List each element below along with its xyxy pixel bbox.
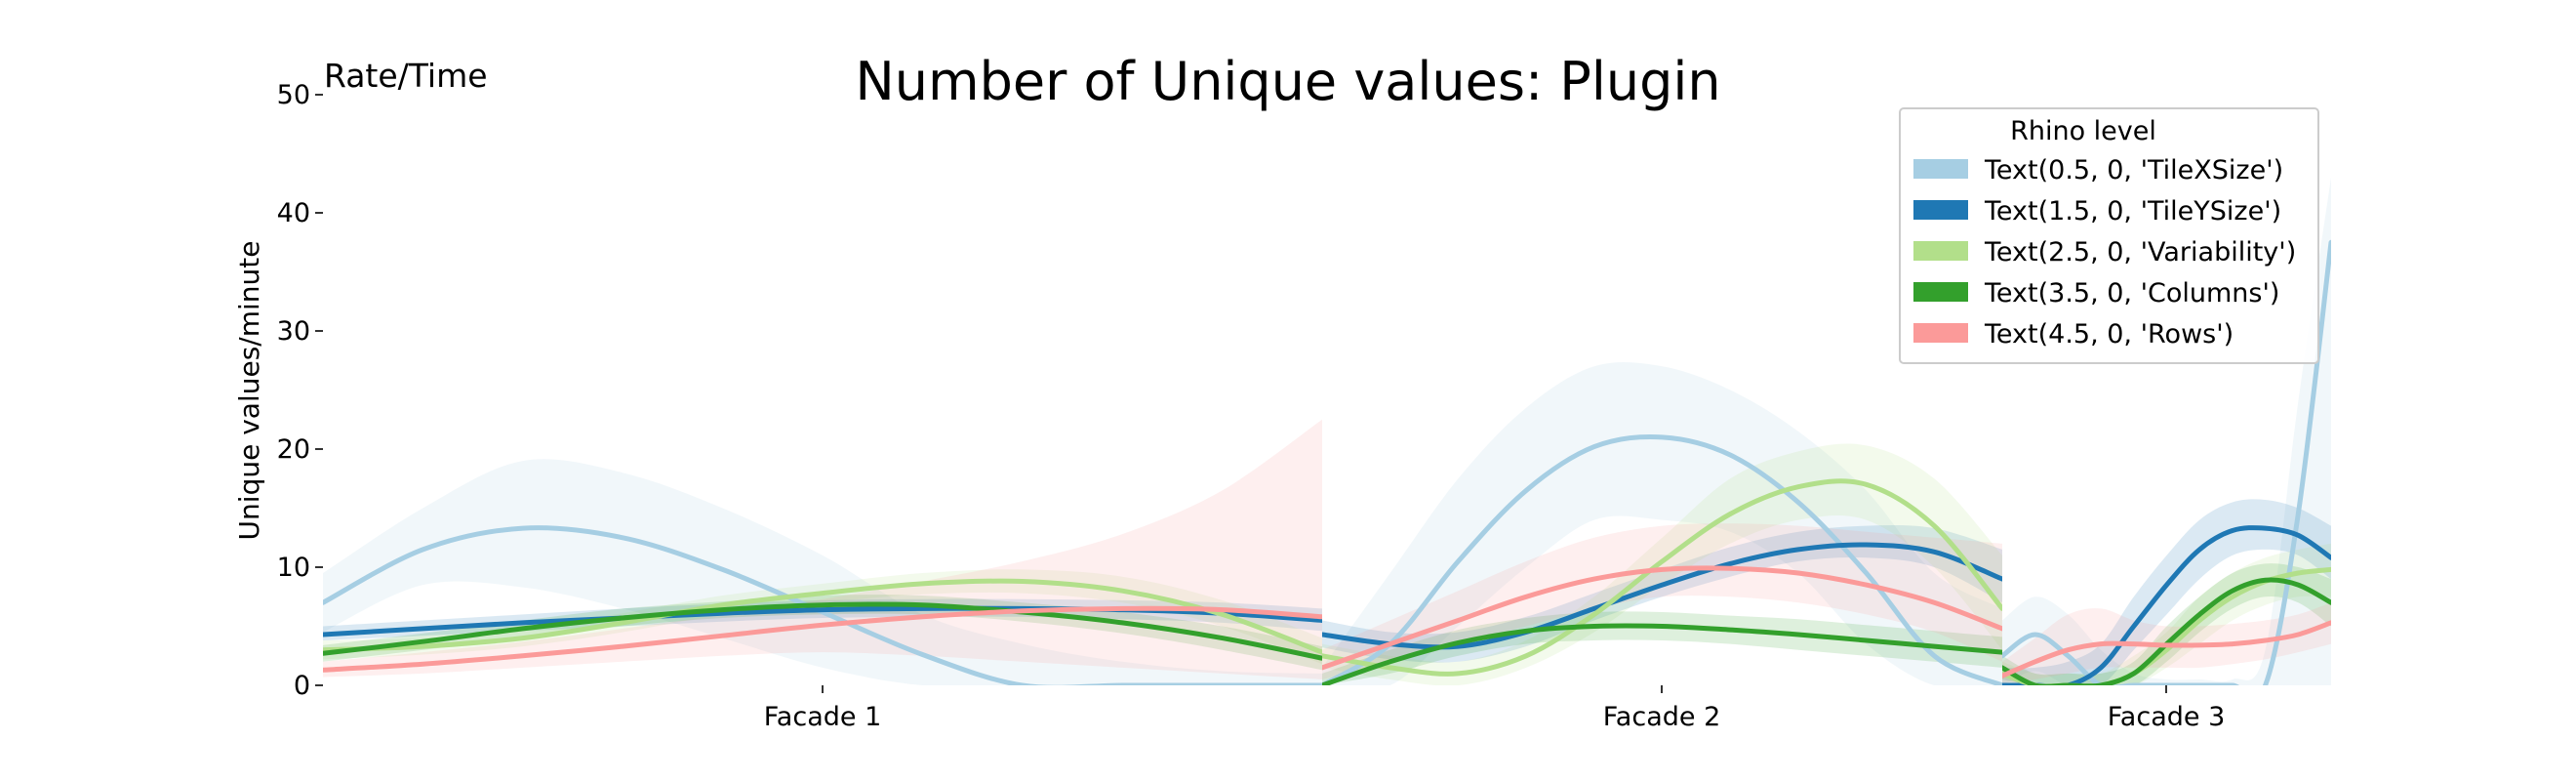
y-axis-label: Unique values/minute (233, 241, 265, 541)
legend-label: Text(4.5, 0, 'Rows') (1984, 319, 2234, 349)
line-series-3-facade-0 (323, 601, 1322, 661)
band-series-2-facade-0 (323, 569, 1322, 665)
x-tick-label: Facade 1 (764, 702, 882, 732)
band-series-1-facade-1 (1322, 525, 2002, 663)
legend-label: Text(0.5, 0, 'TileXSize') (1984, 155, 2283, 185)
line-series-4-facade-1 (1322, 565, 2002, 671)
line-series-1-facade-2 (2002, 525, 2331, 685)
x-axis-ticks: Facade 1 Facade 2 Facade 3 (764, 685, 2226, 732)
legend-swatch (1913, 282, 1968, 302)
legend-label: Text(1.5, 0, 'TileYSize') (1984, 196, 2281, 226)
y-tick-label: 40 (277, 198, 310, 228)
x-tick-label: Facade 2 (1603, 702, 1721, 732)
line-series-0-facade-1 (1322, 434, 2002, 685)
legend-swatch (1913, 200, 1968, 220)
line-series-4-facade-0 (323, 605, 1322, 673)
y-tick-label: 30 (277, 316, 310, 347)
legend-swatch (1913, 241, 1968, 261)
legend-items: Text(0.5, 0, 'TileXSize') Text(1.5, 0, 'T… (1913, 155, 2296, 349)
band-series-3-facade-2 (2002, 563, 2331, 685)
axes: 0 10 20 30 40 50 Facade 1 Facade 2 Facade 3 (277, 80, 2226, 732)
band-series-2-facade-1 (1322, 443, 2002, 685)
band-series-1-facade-2 (2002, 499, 2331, 685)
band-series-0-facade-0 (323, 459, 1322, 685)
chart-title: Number of Unique values: Plugin (855, 51, 1720, 112)
y-axis-ticks: 0 10 20 30 40 50 (277, 80, 323, 701)
line-series-2-facade-0 (323, 578, 1322, 655)
legend-label: Text(2.5, 0, 'Variability') (1984, 237, 2296, 267)
legend: Rhino level Text(0.5, 0, 'TileXSize')Tex… (1899, 107, 2319, 364)
y-tick-label: 0 (294, 671, 310, 701)
y-tick-label: 50 (277, 80, 310, 110)
line-series-4-facade-2 (2002, 620, 2331, 678)
band-series-2-facade-2 (2002, 543, 2331, 685)
line-series-2-facade-1 (1322, 478, 2002, 677)
band-series-3-facade-1 (1322, 611, 2002, 685)
legend-title: Rhino level (2010, 116, 2156, 146)
legend-swatch (1913, 323, 1968, 343)
y-tick-label: 10 (277, 553, 310, 583)
legend-frame (1899, 107, 2319, 364)
x-tick-label: Facade 3 (2108, 702, 2226, 732)
line-series-3-facade-1 (1322, 623, 2002, 685)
corner-label: Rate/Time (324, 57, 488, 95)
y-tick-label: 20 (277, 434, 310, 465)
band-series-0-facade-1 (1322, 362, 2002, 685)
series-lines (323, 239, 2331, 685)
legend-swatch (1913, 159, 1968, 179)
line-series-0-facade-2 (2002, 239, 2331, 685)
band-series-4-facade-1 (1322, 523, 2002, 679)
legend-label: Text(3.5, 0, 'Columns') (1984, 278, 2279, 308)
band-series-3-facade-0 (323, 595, 1322, 671)
